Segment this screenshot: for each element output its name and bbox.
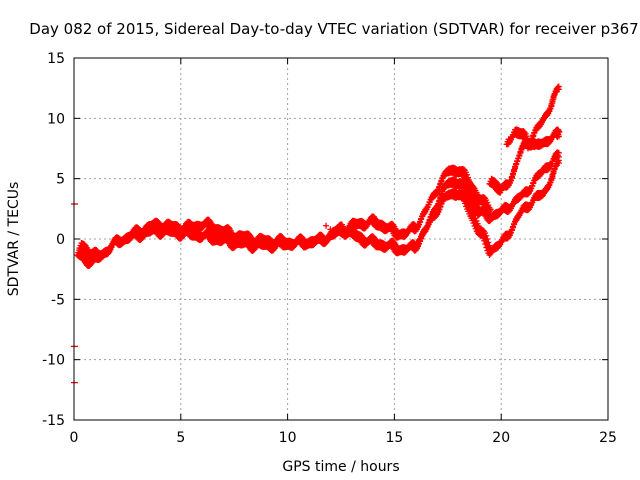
grid	[74, 58, 608, 420]
y-tick-label: -5	[51, 292, 65, 308]
data-point	[555, 159, 562, 166]
data-point	[547, 104, 554, 111]
data-point	[508, 173, 515, 180]
data-point	[535, 124, 542, 131]
y-tick-label: 5	[56, 172, 65, 188]
data-point	[483, 232, 490, 239]
data-point	[546, 182, 553, 189]
data-point	[436, 183, 443, 190]
series-band-3	[411, 157, 562, 258]
data-point	[548, 175, 555, 182]
data-point	[437, 180, 444, 187]
chart-title: Day 082 of 2015, Sidereal Day-to-day VTE…	[29, 20, 638, 38]
data-point	[510, 170, 517, 177]
data-point	[528, 185, 535, 192]
data-point	[473, 217, 480, 224]
x-tick-label: 15	[385, 430, 403, 446]
data-point	[550, 168, 557, 175]
x-axis-label: GPS time / hours	[282, 459, 399, 475]
x-tick-label: 5	[176, 430, 185, 446]
data-point	[463, 183, 470, 190]
data-point	[528, 138, 535, 145]
data-point	[436, 206, 443, 213]
data-point	[88, 260, 95, 267]
data-point	[546, 108, 553, 115]
data-point	[416, 221, 423, 228]
data-point	[434, 189, 441, 196]
y-tick-label: -15	[42, 413, 65, 429]
axis-ticks: 0 5 10 15 20 25 -15 -10 -5 0 5 10 15	[42, 51, 617, 446]
data-point	[435, 186, 442, 193]
data-point	[506, 180, 513, 187]
y-tick-label: 0	[56, 232, 65, 248]
data-point	[517, 148, 524, 155]
data-point	[437, 203, 444, 210]
data-point	[505, 208, 512, 215]
x-tick-label: 25	[599, 430, 617, 446]
data-point	[462, 192, 469, 199]
data-point	[555, 133, 562, 140]
data-point	[463, 171, 470, 178]
data-point	[414, 224, 421, 231]
y-tick-label: -10	[42, 353, 65, 369]
data-point	[484, 236, 491, 243]
y-tick-label: 10	[47, 111, 65, 127]
data-point	[543, 187, 550, 194]
data-point	[513, 160, 520, 167]
data-point	[555, 86, 562, 93]
data-point	[548, 101, 555, 108]
data-point	[552, 163, 559, 170]
data-point	[514, 157, 521, 164]
y-axis-label: SDTVAR / TECUs	[6, 182, 22, 297]
data-point	[527, 141, 534, 148]
y-tick-label: 15	[47, 51, 65, 67]
data-point	[327, 226, 334, 233]
x-tick-label: 0	[70, 430, 79, 446]
x-tick-label: 20	[492, 430, 510, 446]
data-point	[297, 234, 304, 241]
data-point	[511, 166, 518, 173]
data-point	[496, 211, 503, 218]
data-point	[504, 235, 511, 242]
data-point	[552, 89, 559, 96]
data-point	[323, 222, 330, 229]
data-point	[516, 151, 523, 158]
data-point	[507, 229, 514, 236]
data-point	[465, 198, 472, 205]
data-point	[545, 166, 552, 173]
data-point	[549, 96, 556, 103]
data-point	[508, 226, 515, 233]
data-point	[310, 240, 317, 247]
data-point	[417, 218, 424, 225]
data-point	[515, 155, 522, 162]
data-points	[71, 83, 563, 384]
series-band-5	[503, 83, 562, 152]
data-point	[549, 171, 556, 178]
data-point	[512, 163, 519, 170]
data-point	[435, 209, 442, 216]
data-point	[529, 182, 536, 189]
data-point	[485, 239, 492, 246]
data-point	[463, 195, 470, 202]
data-point	[482, 230, 489, 237]
data-point	[524, 191, 531, 198]
data-point	[547, 179, 554, 186]
data-point	[529, 135, 536, 142]
data-point	[472, 215, 479, 222]
x-tick-label: 10	[279, 430, 297, 446]
data-point	[507, 177, 514, 184]
